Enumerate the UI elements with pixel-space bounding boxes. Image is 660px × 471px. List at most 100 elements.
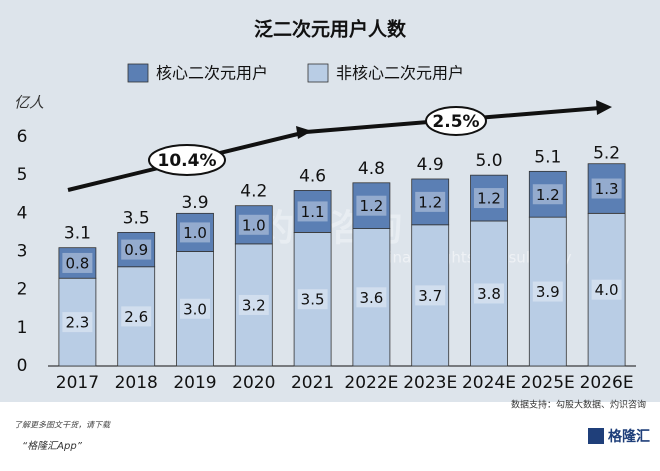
bar-segment: [176, 212, 214, 252]
bar-segment: [117, 266, 156, 367]
total-label: 5.0: [475, 151, 502, 171]
total-label: 4.9: [417, 155, 444, 175]
segment-label: 3.0: [183, 300, 207, 318]
y-tick-label: 5: [17, 165, 28, 185]
logo-text: 格隆汇: [608, 428, 650, 445]
bar-segment: [176, 251, 214, 367]
total-label: 4.6: [299, 166, 326, 186]
x-tick-label: 2019: [173, 373, 216, 393]
x-tick-label: 2022E: [344, 373, 398, 393]
total-label: 3.9: [181, 193, 208, 213]
x-tick-label: 2021: [291, 373, 334, 393]
bar-segment: [587, 163, 626, 214]
x-tick-label: 2018: [115, 373, 158, 393]
y-tick-label: 1: [17, 318, 28, 338]
legend-label: 核心二次元用户: [156, 64, 268, 83]
segment-label: 3.2: [242, 296, 266, 314]
label-box: [297, 201, 328, 222]
trend-arrow: 10.4% 2.5%: [67, 100, 612, 192]
x-tick-label: 2023E: [403, 373, 457, 393]
y-tick-label: 0: [17, 356, 28, 376]
bar-segment: [352, 182, 391, 230]
label-box: [532, 281, 563, 302]
label-box: [238, 214, 269, 235]
legend-swatch: [307, 63, 329, 83]
segment-label: 1.3: [595, 180, 619, 198]
total-label: 4.8: [358, 159, 385, 179]
label-box: [532, 184, 563, 205]
x-tick-label: 2017: [56, 373, 99, 393]
legend-swatch: [127, 63, 149, 83]
bar-segment: [587, 212, 626, 367]
label-box: [474, 188, 504, 209]
y-tick-label: 6: [17, 127, 28, 147]
footer-app: “格隆汇App”: [22, 440, 83, 452]
label-box: [121, 306, 152, 327]
x-tick-label: 2024E: [462, 373, 516, 393]
total-label: 4.2: [240, 182, 267, 202]
arrow-head: [296, 126, 312, 139]
total-label: 3.1: [64, 224, 91, 244]
label-box: [180, 298, 210, 319]
chart-title: 泛二次元用户人数: [254, 18, 407, 41]
segment-label: 3.7: [418, 287, 442, 305]
label-box: [356, 195, 387, 216]
bar-segment: [117, 232, 156, 268]
y-tick-label: 4: [17, 203, 28, 223]
total-label: 3.5: [123, 208, 150, 228]
bar-segment: [528, 170, 567, 218]
bar-segment: [58, 247, 97, 279]
arrow-head: [596, 100, 612, 115]
x-tick-label: 2026E: [580, 373, 634, 393]
y-unit: 亿人: [14, 94, 44, 112]
bar-segment: [470, 174, 508, 222]
cagr-oval: [148, 144, 226, 176]
segment-label: 1.2: [359, 197, 383, 215]
segment-label: 4.0: [595, 281, 619, 299]
bar-segment: [234, 205, 273, 245]
x-tick-label: 2020: [232, 373, 275, 393]
segment-label: 2.6: [124, 308, 148, 326]
segment-label: 1.2: [536, 186, 560, 204]
bar-segment: [293, 232, 332, 367]
segment-label: 1.2: [418, 193, 442, 211]
segment-label: 3.5: [301, 291, 325, 309]
cagr-label: 10.4%: [158, 151, 217, 171]
bar-segment: [411, 178, 450, 226]
bar-segment: [528, 216, 567, 367]
bar-segment: [352, 228, 391, 367]
label-box: [474, 283, 504, 304]
segment-label: 3.6: [359, 289, 383, 307]
x-tick-label: 2025E: [521, 373, 575, 393]
label-box: [62, 252, 93, 273]
bar-segment: [58, 277, 97, 367]
label-box: [121, 239, 152, 260]
label-box: [356, 287, 387, 308]
label-box: [238, 294, 269, 315]
bar-segment: [234, 243, 273, 367]
label-box: [180, 222, 210, 243]
cagr-label: 2.5%: [432, 112, 479, 132]
segment-label: 1.1: [301, 203, 325, 221]
label-box: [591, 279, 622, 300]
label-box: [62, 312, 93, 333]
label-box: [591, 178, 622, 199]
bar-segment: [411, 224, 450, 367]
y-tick-label: 2: [17, 280, 28, 300]
footer-background: [0, 402, 660, 471]
segment-label: 2.3: [65, 314, 89, 332]
segment-label: 0.9: [124, 241, 148, 259]
label-box: [415, 285, 446, 306]
label-box: [297, 289, 328, 310]
total-label: 5.1: [534, 147, 561, 167]
footer-note: 了解更多图文干货，请下载: [14, 421, 111, 430]
y-tick-label: 3: [17, 242, 28, 262]
bar-segment: [293, 190, 332, 233]
total-label: 5.2: [593, 144, 620, 164]
source: 数据支持：勾股大数据、灼识咨询: [511, 399, 646, 411]
logo-icon: [588, 428, 604, 444]
segment-label: 3.8: [477, 285, 501, 303]
segment-label: 0.8: [65, 254, 89, 272]
legend-label: 非核心二次元用户: [336, 64, 464, 83]
